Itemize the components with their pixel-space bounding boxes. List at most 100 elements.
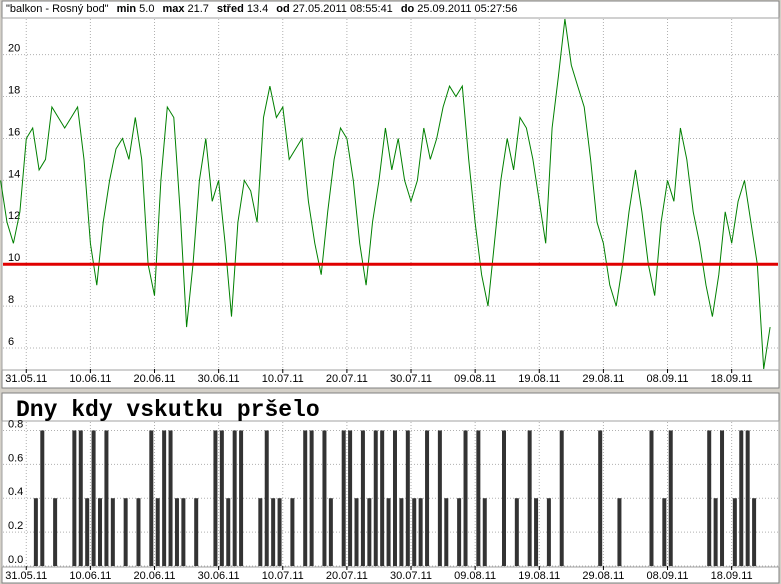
bar <box>720 430 725 566</box>
top-plot-area <box>1 17 780 371</box>
bar <box>745 430 750 566</box>
bar <box>598 430 603 566</box>
bar <box>232 430 237 566</box>
bar <box>341 430 346 566</box>
bar <box>40 430 45 566</box>
x-tick-label: 20.06.11 <box>134 373 176 385</box>
bar <box>53 498 58 566</box>
bar <box>534 498 539 566</box>
bar <box>354 498 359 566</box>
bar <box>617 498 622 566</box>
x-tick-label: 29.08.11 <box>582 373 624 385</box>
bar <box>181 498 186 566</box>
y-tick-label: 14 <box>8 168 20 180</box>
bar <box>98 498 103 566</box>
bar <box>502 430 507 566</box>
x-tick-label: 29.08.11 <box>582 570 624 582</box>
bar <box>277 498 282 566</box>
x-tick-label: 08.09.11 <box>647 373 689 385</box>
bar <box>78 430 83 566</box>
stat-label: do <box>401 3 415 15</box>
x-tick-label: 20.07.11 <box>326 373 368 385</box>
y-tick-label: 0.4 <box>8 486 23 498</box>
y-tick-label: 0.0 <box>8 554 23 566</box>
bar <box>405 430 410 566</box>
x-tick-label: 09.08.11 <box>454 570 496 582</box>
bar <box>136 498 141 566</box>
bar <box>707 430 712 566</box>
x-tick-label: 30.06.11 <box>198 570 240 582</box>
x-tick-label: 30.06.11 <box>198 373 240 385</box>
bar <box>91 430 96 566</box>
stat-value: 27.05.2011 08:55:41 <box>293 3 393 15</box>
bar <box>392 430 397 566</box>
bar <box>85 498 90 566</box>
x-tick-label: 30.07.11 <box>390 373 432 385</box>
bar <box>174 498 179 566</box>
bar <box>360 430 365 566</box>
x-tick-label: 31.05.11 <box>5 373 47 385</box>
bar <box>162 430 167 566</box>
bar <box>149 430 154 566</box>
bar <box>732 498 737 566</box>
bar <box>155 498 160 566</box>
bar <box>290 498 295 566</box>
bar <box>713 498 718 566</box>
bar <box>33 498 38 566</box>
bar <box>303 430 308 566</box>
bar <box>418 498 423 566</box>
bar <box>322 430 327 566</box>
stat-value: 21.7 <box>187 3 208 15</box>
stat-label: střed <box>217 3 244 15</box>
bar <box>649 430 654 566</box>
y-tick-label: 20 <box>8 43 20 55</box>
bar <box>457 498 462 566</box>
bar <box>194 498 199 566</box>
bar <box>425 430 430 566</box>
stat-label: min <box>117 3 137 15</box>
bar <box>239 430 244 566</box>
x-tick-label: 08.09.11 <box>647 570 689 582</box>
y-tick-label: 16 <box>8 126 20 138</box>
bar <box>412 498 417 566</box>
bar <box>444 498 449 566</box>
bar <box>110 498 115 566</box>
bar <box>482 498 487 566</box>
x-tick-label: 10.07.11 <box>262 570 304 582</box>
bar <box>219 430 224 566</box>
x-tick-label: 30.07.11 <box>390 570 432 582</box>
x-tick-label: 09.08.11 <box>454 373 496 385</box>
y-tick-label: 0.8 <box>8 418 23 430</box>
x-tick-label: 10.06.11 <box>69 570 111 582</box>
x-tick-label: 18.09.11 <box>711 570 753 582</box>
bar <box>72 430 77 566</box>
stat-label: od <box>276 3 289 15</box>
x-tick-label: 19.08.11 <box>518 570 560 582</box>
bar <box>527 430 532 566</box>
bar <box>380 430 385 566</box>
stat-value: 13.4 <box>247 3 268 15</box>
y-tick-label: 8 <box>8 294 14 306</box>
y-tick-label: 18 <box>8 84 20 96</box>
x-tick-label: 31.05.11 <box>5 570 47 582</box>
bar <box>367 498 372 566</box>
bar <box>399 498 404 566</box>
bar <box>373 430 378 566</box>
bar <box>752 498 757 566</box>
bar <box>559 430 564 566</box>
bar <box>739 430 744 566</box>
y-tick-label: 12 <box>8 210 20 222</box>
bar <box>463 430 468 566</box>
bar <box>226 498 231 566</box>
x-tick-label: 10.07.11 <box>262 373 304 385</box>
x-tick-label: 20.06.11 <box>134 570 176 582</box>
bar <box>104 430 109 566</box>
bar <box>264 430 269 566</box>
stat-label: max <box>162 3 185 15</box>
x-tick-label: 20.07.11 <box>326 570 368 582</box>
x-tick-label: 18.09.11 <box>711 373 753 385</box>
bar <box>271 498 276 566</box>
bar <box>309 430 314 566</box>
bar <box>213 430 218 566</box>
